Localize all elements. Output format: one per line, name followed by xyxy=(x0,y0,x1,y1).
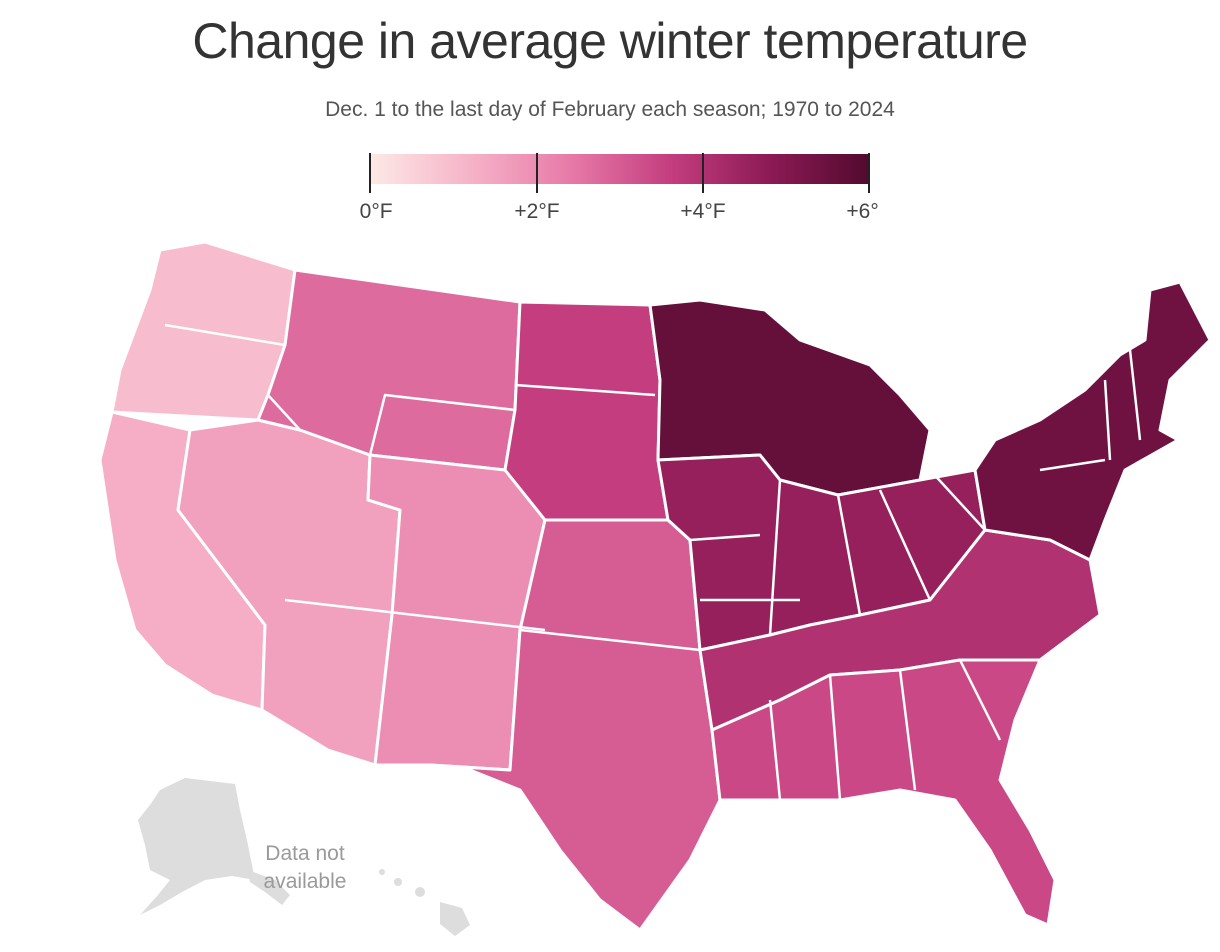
no-data-note: Data not available xyxy=(250,840,360,896)
legend-gradient-bar xyxy=(370,154,870,184)
legend-label-4: +4°F xyxy=(680,200,725,223)
us-choropleth-map xyxy=(98,240,1212,936)
regions xyxy=(98,240,1212,932)
legend-label-2: +2°F xyxy=(514,200,559,223)
legend-label-6: +6°F xyxy=(846,200,880,223)
hawaii-islet xyxy=(415,887,425,897)
alaska-shape xyxy=(138,778,255,915)
no-data-note-line1: Data not xyxy=(265,842,345,865)
region-northern-plains xyxy=(503,300,670,522)
chart-title: Change in average winter temperature xyxy=(192,13,1028,69)
hawaii-shape xyxy=(440,902,470,936)
no-data-note-line2: available xyxy=(263,870,347,893)
hawaii-islet xyxy=(394,878,402,886)
no-data-region xyxy=(138,778,470,936)
color-legend: +0°F +2°F +4°F +6°F xyxy=(360,153,880,223)
alaska-panhandle xyxy=(248,870,290,905)
region-northeast xyxy=(973,280,1212,562)
state-borders xyxy=(164,323,1142,801)
legend-label-0: +0°F xyxy=(360,200,393,223)
chart-subtitle: Dec. 1 to the last day of February each … xyxy=(325,98,895,121)
hawaii-islet xyxy=(379,869,385,875)
